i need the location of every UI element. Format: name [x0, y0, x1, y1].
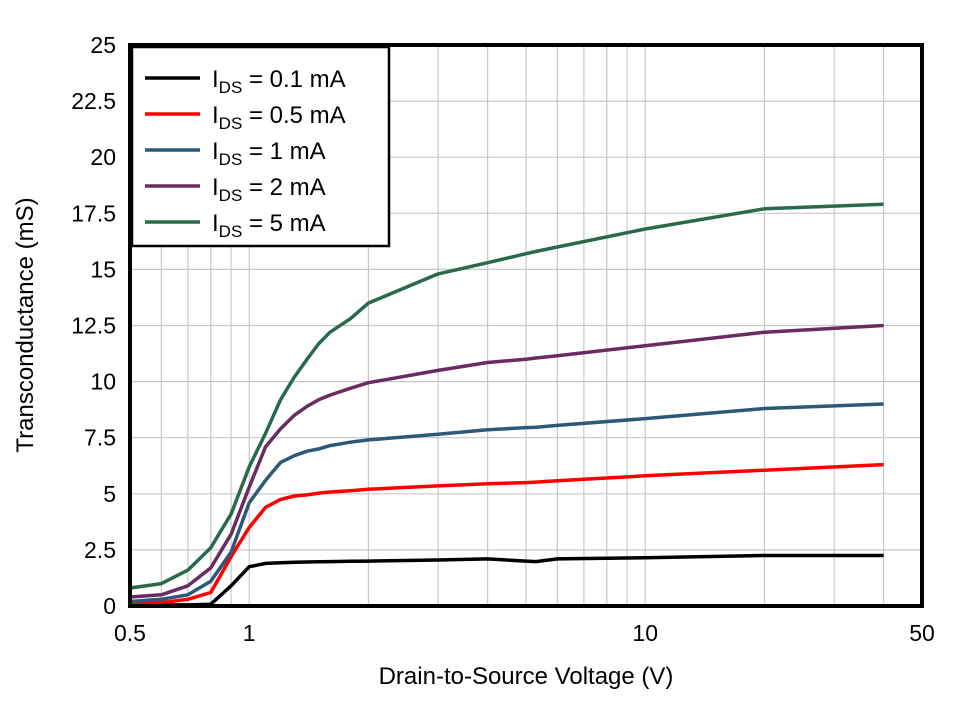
y-tick-label: 15	[90, 256, 116, 282]
legend-box	[130, 45, 391, 248]
y-tick-label: 12.5	[71, 313, 116, 339]
legend: IDS = 0.1 mA IDS = 0.5 mA IDS = 1 mA IDS = …	[130, 45, 391, 248]
y-tick-label: 17.5	[71, 200, 116, 226]
y-tick-label: 7.5	[84, 425, 116, 451]
series-line-2	[129, 402, 884, 604]
legend-label: IDS = 0.5 mA	[212, 102, 346, 133]
x-axis-label: Drain-to-Source Voltage (V)	[379, 663, 674, 690]
legend-label: IDS = 1 mA	[212, 138, 326, 169]
y-tick-label: 2.5	[84, 537, 116, 563]
y-axis-label: Transconductance (mS)	[12, 197, 39, 452]
x-tick-label: 1	[243, 620, 256, 646]
y-tick-label: 20	[90, 144, 116, 170]
y-tick-label: 22.5	[71, 88, 116, 114]
series-line-1	[129, 462, 884, 606]
y-tick-label: 25	[90, 32, 116, 58]
legend-label: IDS = 2 mA	[212, 174, 326, 205]
x-tick-label: 10	[632, 620, 658, 646]
series-lines	[129, 202, 884, 607]
y-tick-label: 0	[103, 593, 116, 619]
y-tick-label: 5	[103, 481, 116, 507]
series-line-3	[129, 323, 884, 599]
y-tick-label: 10	[90, 369, 116, 395]
y-tick-labels: 0 2.5 5 7.5 10 12.5 15 17.5 20 22.5 25	[71, 32, 116, 619]
x-tick-label: 50	[909, 620, 935, 646]
x-tick-labels: 0.5 1 10 50	[114, 620, 935, 646]
legend-label: IDS = 5 mA	[212, 210, 326, 241]
plot-frame	[128, 43, 924, 608]
series-line-4	[129, 202, 884, 590]
series-line-0	[130, 553, 884, 607]
legend-label: IDS = 0.1 mA	[212, 66, 346, 97]
x-tick-label: 0.5	[114, 620, 146, 646]
